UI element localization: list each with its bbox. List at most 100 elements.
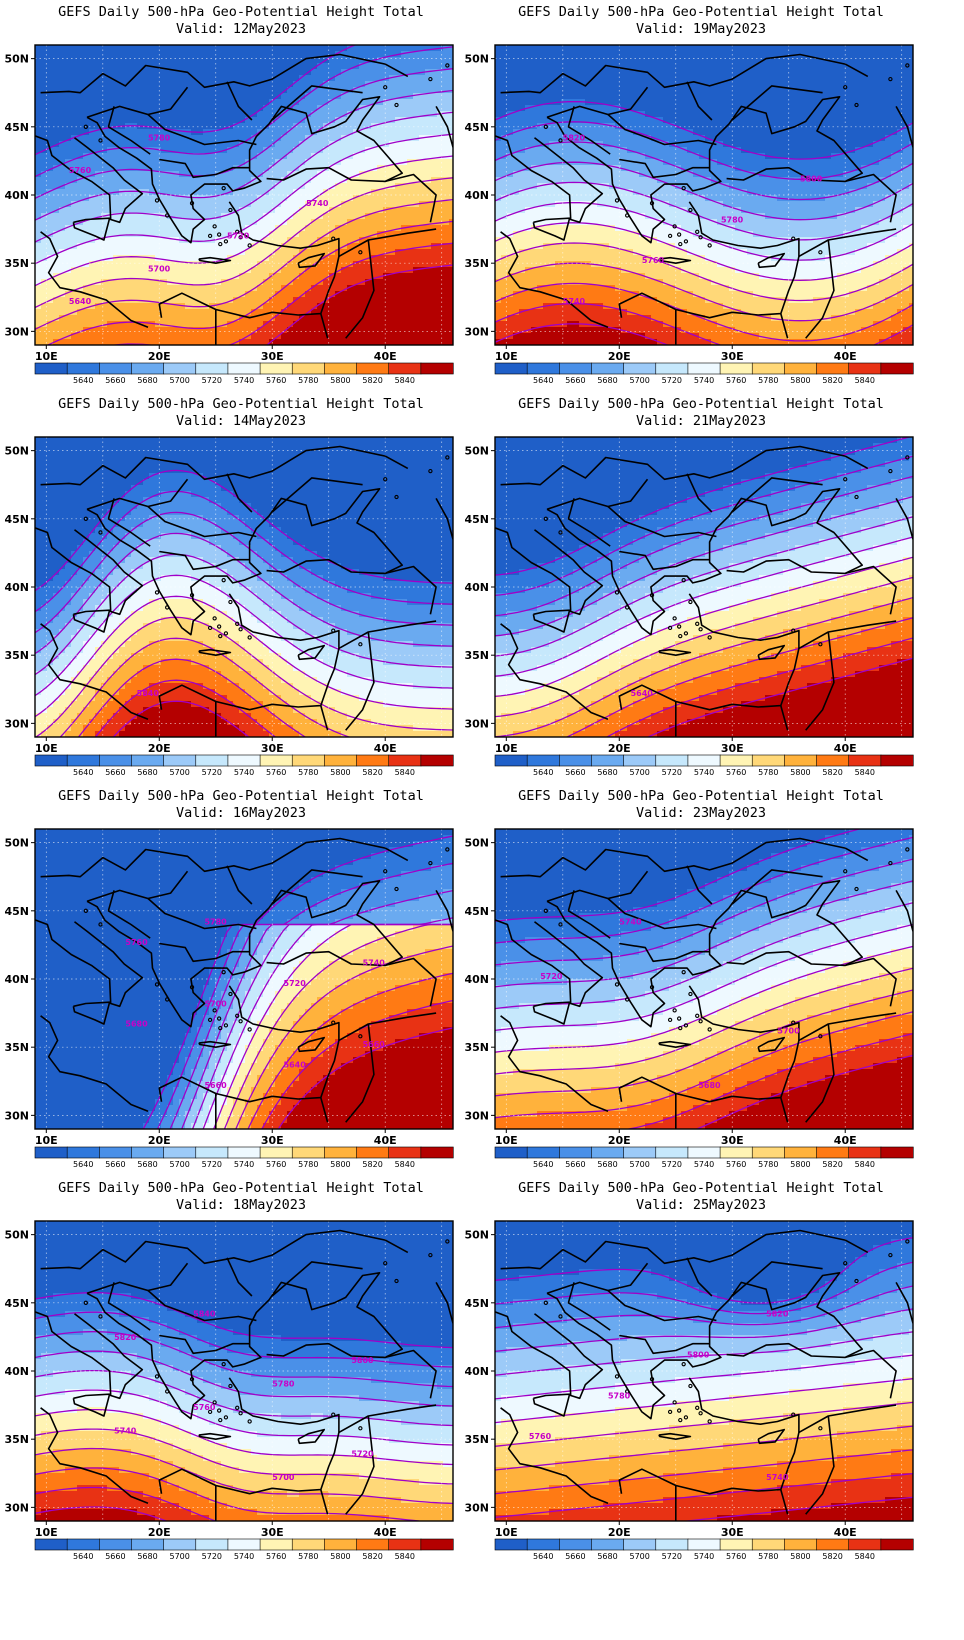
coastline	[435, 890, 453, 932]
colorbar-label: 5680	[137, 768, 157, 777]
contour-line	[495, 596, 913, 737]
longitude-tick-label: 40E	[834, 350, 857, 363]
coastline	[198, 1040, 232, 1048]
panel-valid-date: Valid: 12May2023	[0, 21, 482, 37]
coastline	[895, 890, 913, 932]
colorbar-label: 5780	[758, 1160, 778, 1169]
coastline	[686, 81, 713, 121]
colorbar-swatch	[195, 754, 229, 767]
colorbar-label: 5660	[105, 768, 125, 777]
contour-line	[35, 1467, 429, 1521]
colorbar-swatch	[356, 362, 390, 375]
map-panel: 5640 5700 5720 5740 5760 5780 50N 45N 40N 35N 30N 1…	[0, 0, 482, 410]
coastline	[500, 231, 609, 329]
coastline	[567, 1282, 611, 1331]
latitude-tick-label: 45N	[4, 121, 29, 134]
contour-label: 5700	[204, 999, 227, 1008]
colorbar-swatch	[291, 362, 325, 375]
map-panel: 5680 5700 5720 5740 50N 45N 40N 35N 30N 10E 20E 30E…	[460, 784, 942, 1194]
colorbar-swatch	[388, 362, 422, 375]
coastline	[86, 488, 403, 636]
map-panel: 5640 50N 45N 40N 35N 30N 10E 20E 30E 40E 5640 5660 5…	[460, 392, 942, 802]
panel-valid-date: Valid: 21May2023	[460, 413, 942, 429]
height-map-svg: 5680 5700 5720 5740 50N 45N 40N 35N 30N 10E 20E 30E…	[464, 828, 914, 1169]
coastline	[338, 620, 437, 650]
coastline	[40, 231, 149, 329]
coastline	[159, 942, 250, 963]
coastline	[495, 1311, 604, 1400]
height-map-svg: 5740 5760 5780 5800 5820 50N 45N 40N 35N 30N 10E 20…	[464, 1220, 914, 1561]
colorbar-swatch	[784, 754, 818, 767]
latitude-tick-label: 50N	[4, 445, 29, 458]
coastline	[757, 644, 785, 661]
colorbar-label: 5800	[790, 376, 810, 385]
panel-title: GEFS Daily 500-hPa Geo-Potential Height …	[460, 1180, 942, 1196]
colorbar-swatch	[848, 754, 882, 767]
contour-line	[495, 495, 913, 637]
colorbar-swatch	[227, 754, 261, 767]
colorbar-label: 5780	[298, 1552, 318, 1561]
colorbar-label: 5640	[533, 1160, 553, 1169]
colorbar-swatch	[655, 362, 689, 375]
contour-line	[35, 1408, 453, 1466]
contour-label: 5800	[687, 1350, 710, 1359]
contour-line	[495, 100, 913, 160]
latitude-tick-label: 35N	[4, 649, 29, 662]
contour-label: 5780	[721, 215, 744, 224]
longitude-tick-label: 30E	[261, 1526, 284, 1539]
colorbar-swatch	[848, 1146, 882, 1159]
coastline	[271, 1261, 363, 1297]
colorbar-label: 5760	[726, 768, 746, 777]
longitude-tick-label: 20E	[608, 1134, 631, 1147]
colorbar-label: 5660	[105, 1160, 125, 1169]
colorbar-swatch	[784, 1146, 818, 1159]
colorbar-swatch	[494, 362, 528, 375]
colorbar-swatch	[623, 1146, 657, 1159]
contour-label: 5760	[193, 1403, 216, 1412]
colorbar-label: 5660	[565, 768, 585, 777]
latitude-tick-label: 45N	[464, 1297, 489, 1310]
coastline	[40, 837, 409, 878]
coastline	[532, 217, 571, 241]
coastline	[546, 488, 863, 636]
contour-line	[35, 1506, 169, 1521]
colorbar-swatch	[259, 754, 293, 767]
coastline	[107, 1282, 151, 1331]
coastline	[495, 919, 604, 1008]
colorbar-swatch	[559, 1538, 593, 1551]
coastline	[35, 1311, 144, 1400]
colorbar-swatch	[655, 1538, 689, 1551]
coastline	[72, 609, 111, 633]
colorbar-label: 5720	[662, 768, 682, 777]
latitude-tick-label: 30N	[464, 325, 489, 338]
contour-label: 5740	[363, 958, 386, 967]
contour-line	[495, 455, 913, 597]
coastline	[198, 256, 232, 264]
colorbar-swatch	[259, 1538, 293, 1551]
colorbar-swatch	[816, 754, 850, 767]
height-map-svg: 5640 50N 45N 40N 35N 30N 10E 20E 30E 40E 5640 5660 5…	[464, 436, 914, 777]
colorbar-swatch	[34, 754, 68, 767]
coastline	[297, 1036, 325, 1053]
coastline	[338, 1012, 437, 1042]
longitude-tick-label: 20E	[148, 1526, 171, 1539]
colorbar-label: 5760	[266, 1160, 286, 1169]
coastline	[798, 1012, 897, 1042]
colorbar-swatch	[259, 362, 293, 375]
colorbar-swatch	[623, 362, 657, 375]
colorbar-label: 5640	[533, 768, 553, 777]
coastline	[320, 1097, 329, 1123]
coastline	[895, 498, 913, 540]
colorbar-swatch	[687, 362, 721, 375]
latitude-tick-label: 45N	[464, 905, 489, 918]
contour-line	[495, 923, 913, 1032]
contour-line	[35, 1486, 218, 1521]
colorbar-label: 5740	[234, 376, 254, 385]
latitude-tick-label: 45N	[464, 513, 489, 526]
coastline	[147, 113, 257, 146]
coastline	[500, 1407, 609, 1505]
contour-line	[495, 1449, 913, 1495]
latitude-tick-label: 40N	[4, 189, 29, 202]
coastline	[500, 53, 869, 94]
colorbar-label: 5680	[597, 1160, 617, 1169]
